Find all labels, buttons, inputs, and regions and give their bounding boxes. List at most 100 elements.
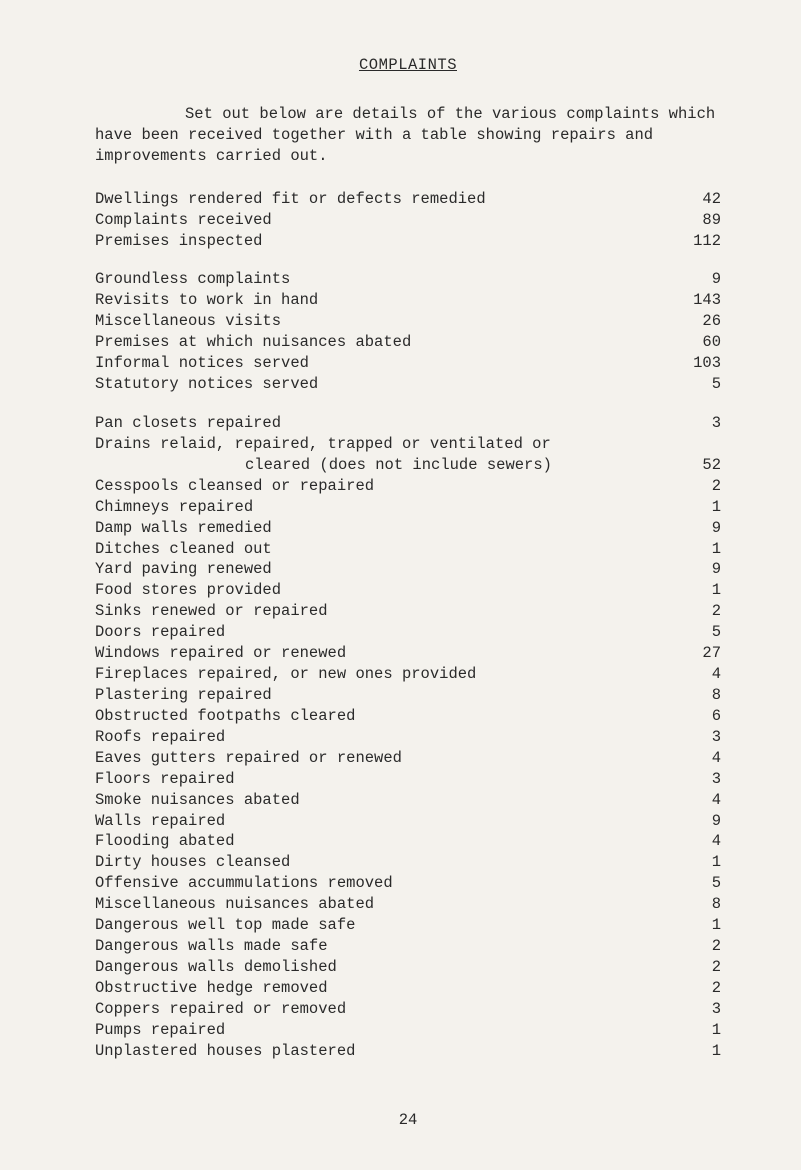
row-value: 9 bbox=[671, 518, 721, 539]
row-label: Miscellaneous visits bbox=[95, 311, 671, 332]
table-row: Drains relaid, repaired, trapped or vent… bbox=[95, 434, 721, 455]
table-row: Dirty houses cleansed1 bbox=[95, 852, 721, 873]
row-value: 1 bbox=[671, 539, 721, 560]
table-row: Dangerous walls demolished2 bbox=[95, 957, 721, 978]
row-label: Coppers repaired or removed bbox=[95, 999, 671, 1020]
row-label: Dirty houses cleansed bbox=[95, 852, 671, 873]
row-label: Miscellaneous nuisances abated bbox=[95, 894, 671, 915]
table-row: Walls repaired9 bbox=[95, 811, 721, 832]
table-row: Statutory notices served 5 bbox=[95, 374, 721, 395]
row-label: Groundless complaints bbox=[95, 269, 671, 290]
table-row: Ditches cleaned out1 bbox=[95, 539, 721, 560]
row-label: cleared (does not include sewers) bbox=[95, 455, 671, 476]
table-row: Sinks renewed or repaired2 bbox=[95, 601, 721, 622]
row-label: Unplastered houses plastered bbox=[95, 1041, 671, 1062]
row-label: Yard paving renewed bbox=[95, 559, 671, 580]
row-value: 2 bbox=[671, 957, 721, 978]
row-label: Fireplaces repaired, or new ones provide… bbox=[95, 664, 671, 685]
row-value: 60 bbox=[671, 332, 721, 353]
row-value: 52 bbox=[671, 455, 721, 476]
row-value: 2 bbox=[671, 978, 721, 999]
table-row: Food stores provided1 bbox=[95, 580, 721, 601]
row-label: Obstructive hedge removed bbox=[95, 978, 671, 999]
row-label: Doors repaired bbox=[95, 622, 671, 643]
row-label: Food stores provided bbox=[95, 580, 671, 601]
row-label: Floors repaired bbox=[95, 769, 671, 790]
row-label: Ditches cleaned out bbox=[95, 539, 671, 560]
row-label: Chimneys repaired bbox=[95, 497, 671, 518]
row-label: Eaves gutters repaired or renewed bbox=[95, 748, 671, 769]
row-value: 9 bbox=[671, 269, 721, 290]
row-label: Walls repaired bbox=[95, 811, 671, 832]
table-row: Miscellaneous visits 26 bbox=[95, 311, 721, 332]
row-value: 1 bbox=[671, 915, 721, 936]
row-label: Roofs repaired bbox=[95, 727, 671, 748]
group-2: Groundless complaints 9 Revisits to work… bbox=[95, 269, 721, 395]
row-label: Obstructed footpaths cleared bbox=[95, 706, 671, 727]
intro-paragraph: Set out below are details of the various… bbox=[95, 104, 721, 167]
row-label: Smoke nuisances abated bbox=[95, 790, 671, 811]
row-label: Dangerous well top made safe bbox=[95, 915, 671, 936]
row-label: Flooding abated bbox=[95, 831, 671, 852]
page-number: 24 bbox=[95, 1110, 721, 1131]
row-value: 112 bbox=[671, 231, 721, 252]
table-row: Dwellings rendered fit or defects remedi… bbox=[95, 189, 721, 210]
row-value: 8 bbox=[671, 685, 721, 706]
table-row: Eaves gutters repaired or renewed4 bbox=[95, 748, 721, 769]
row-label: Cesspools cleansed or repaired bbox=[95, 476, 671, 497]
row-value: 4 bbox=[671, 790, 721, 811]
table-row: Coppers repaired or removed3 bbox=[95, 999, 721, 1020]
row-label: Windows repaired or renewed bbox=[95, 643, 671, 664]
row-value: 4 bbox=[671, 748, 721, 769]
table-row: Fireplaces repaired, or new ones provide… bbox=[95, 664, 721, 685]
group-1: Dwellings rendered fit or defects remedi… bbox=[95, 189, 721, 252]
row-value: 143 bbox=[671, 290, 721, 311]
row-label: Pumps repaired bbox=[95, 1020, 671, 1041]
row-value: 5 bbox=[671, 873, 721, 894]
row-value: 42 bbox=[671, 189, 721, 210]
row-value: 1 bbox=[671, 1020, 721, 1041]
row-label: Sinks renewed or repaired bbox=[95, 601, 671, 622]
table-row: Roofs repaired3 bbox=[95, 727, 721, 748]
table-row: Obstructive hedge removed2 bbox=[95, 978, 721, 999]
table-row: Pumps repaired1 bbox=[95, 1020, 721, 1041]
table-row: Yard paving renewed9 bbox=[95, 559, 721, 580]
table-row: Flooding abated4 bbox=[95, 831, 721, 852]
row-label: Revisits to work in hand bbox=[95, 290, 671, 311]
row-label: Statutory notices served bbox=[95, 374, 671, 395]
table-row: Doors repaired5 bbox=[95, 622, 721, 643]
table-row: Cesspools cleansed or repaired2 bbox=[95, 476, 721, 497]
row-label: Plastering repaired bbox=[95, 685, 671, 706]
row-value: 27 bbox=[671, 643, 721, 664]
row-label: Offensive accummulations removed bbox=[95, 873, 671, 894]
row-value: 6 bbox=[671, 706, 721, 727]
row-value: 3 bbox=[671, 769, 721, 790]
row-value: 89 bbox=[671, 210, 721, 231]
group-3: Pan closets repaired 3 Drains relaid, re… bbox=[95, 413, 721, 1062]
table-row: Obstructed footpaths cleared6 bbox=[95, 706, 721, 727]
row-value: 103 bbox=[671, 353, 721, 374]
table-row: Revisits to work in hand 143 bbox=[95, 290, 721, 311]
row-label: Dangerous walls demolished bbox=[95, 957, 671, 978]
page: COMPLAINTS Set out below are details of … bbox=[0, 0, 801, 1170]
table-row: Damp walls remedied9 bbox=[95, 518, 721, 539]
row-label: Premises inspected bbox=[95, 231, 671, 252]
row-value: 2 bbox=[671, 476, 721, 497]
table-row: Complaints received 89 bbox=[95, 210, 721, 231]
row-label: Pan closets repaired bbox=[95, 413, 671, 434]
table-row: Dangerous well top made safe1 bbox=[95, 915, 721, 936]
row-value: 8 bbox=[671, 894, 721, 915]
row-value: 3 bbox=[671, 413, 721, 434]
page-title: COMPLAINTS bbox=[95, 55, 721, 76]
table-row: Unplastered houses plastered1 bbox=[95, 1041, 721, 1062]
row-label: Dangerous walls made safe bbox=[95, 936, 671, 957]
table-row: Dangerous walls made safe2 bbox=[95, 936, 721, 957]
table-row: Informal notices served 103 bbox=[95, 353, 721, 374]
table-row: Miscellaneous nuisances abated8 bbox=[95, 894, 721, 915]
row-value: 1 bbox=[671, 580, 721, 601]
table-row: Groundless complaints 9 bbox=[95, 269, 721, 290]
row-value: 1 bbox=[671, 497, 721, 518]
table-row: Premises at which nuisances abated 60 bbox=[95, 332, 721, 353]
row-value: 3 bbox=[671, 999, 721, 1020]
row-label: Dwellings rendered fit or defects remedi… bbox=[95, 189, 671, 210]
